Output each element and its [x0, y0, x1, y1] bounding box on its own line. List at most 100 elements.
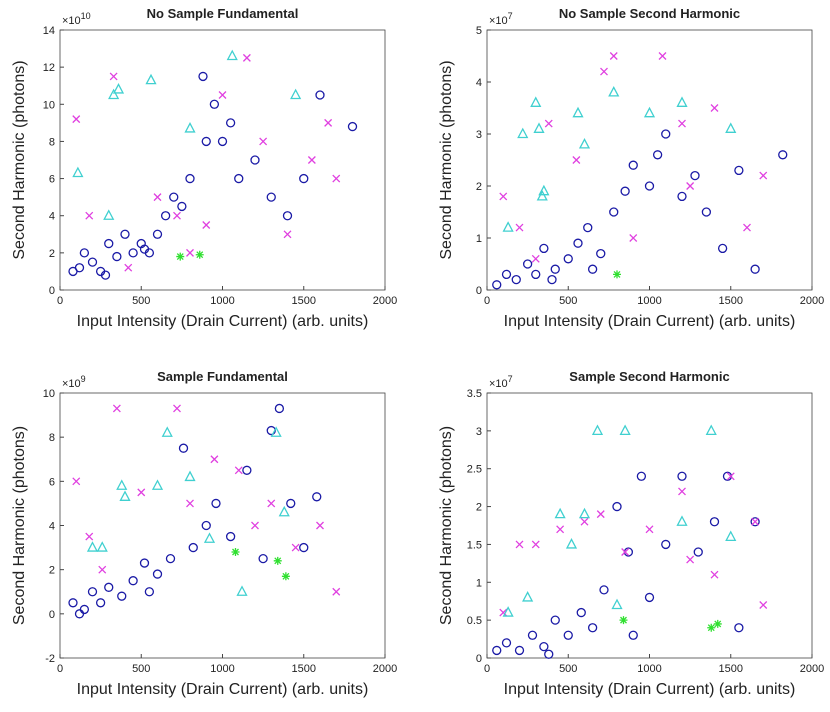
- y-tick-label: 8: [49, 432, 55, 444]
- point: [119, 490, 131, 501]
- y-tick-label: 10: [43, 99, 55, 111]
- x-tick-label: 1500: [292, 295, 316, 307]
- point: [539, 243, 549, 254]
- point: [527, 630, 538, 640]
- point: [74, 263, 85, 273]
- point: [643, 106, 656, 118]
- point: [686, 182, 695, 190]
- y-tick-label: 8: [49, 136, 55, 148]
- point: [628, 160, 638, 170]
- point: [299, 542, 309, 553]
- point: [596, 510, 605, 519]
- point: [533, 122, 545, 133]
- point: [112, 404, 121, 413]
- point: [600, 67, 608, 76]
- y-scale-base: ×10: [62, 15, 81, 27]
- y-axis-label: Second Harmonic (photons): [438, 60, 455, 259]
- point: [332, 587, 341, 596]
- point: [565, 538, 578, 549]
- point: [511, 274, 521, 285]
- point: [226, 49, 238, 61]
- point: [544, 649, 554, 659]
- point: [501, 269, 512, 280]
- point: [492, 645, 502, 656]
- y-tick-label: 2: [49, 248, 55, 260]
- x-tick-label: 2000: [373, 295, 397, 307]
- point: [259, 137, 268, 146]
- point: [619, 616, 628, 625]
- point: [636, 471, 647, 481]
- point: [701, 207, 712, 217]
- x-tick-label: 0: [57, 295, 63, 307]
- point: [734, 165, 744, 176]
- x-axis-label: Input Intensity (Drain Current) (arb. un…: [504, 313, 796, 330]
- point: [578, 138, 591, 149]
- point: [734, 623, 744, 633]
- y-scale-power: 7: [508, 11, 513, 21]
- point: [234, 173, 244, 184]
- point: [620, 186, 630, 196]
- y-tick-label: 3: [476, 129, 482, 141]
- axes-box: [59, 29, 386, 291]
- point: [184, 470, 196, 482]
- point: [492, 280, 502, 290]
- point: [267, 499, 276, 508]
- point: [652, 150, 663, 160]
- point: [578, 507, 591, 519]
- x-axis-label: Input Intensity (Drain Current) (arb. un…: [77, 313, 369, 330]
- point: [499, 192, 508, 201]
- subplot-title: No Sample Second Harmonic: [559, 6, 740, 21]
- x-tick-label: 1500: [719, 663, 743, 675]
- axes-box: [59, 392, 386, 659]
- point: [709, 517, 720, 527]
- x-tick-label: 1500: [719, 295, 743, 307]
- point: [291, 543, 300, 552]
- point: [621, 548, 630, 556]
- axes-box: [486, 392, 813, 659]
- point: [550, 264, 560, 274]
- point: [324, 118, 333, 127]
- y-tick-label: 6: [49, 174, 55, 186]
- x-tick-label: 0: [484, 295, 490, 307]
- x-tick-label: 2000: [800, 295, 824, 307]
- point: [225, 118, 236, 128]
- y-tick-label: 6: [49, 476, 55, 488]
- point: [74, 609, 85, 619]
- point: [676, 515, 688, 526]
- x-tick-label: 0: [484, 663, 490, 675]
- point: [299, 173, 309, 184]
- point: [278, 505, 290, 517]
- x-tick-label: 1000: [210, 663, 234, 675]
- point: [218, 91, 227, 99]
- point: [522, 591, 534, 602]
- point: [286, 498, 296, 509]
- point: [644, 181, 655, 191]
- y-tick-label: 0: [476, 285, 482, 297]
- point: [144, 587, 155, 597]
- point: [173, 404, 181, 413]
- point: [96, 541, 108, 552]
- point: [677, 471, 687, 481]
- point: [661, 129, 671, 139]
- y-scale-base: ×10: [489, 15, 508, 27]
- point: [312, 492, 322, 502]
- point: [717, 243, 728, 254]
- point: [517, 127, 529, 139]
- y-scale-base: ×10: [62, 378, 81, 390]
- point: [514, 645, 525, 656]
- point: [273, 556, 282, 565]
- point: [120, 229, 130, 239]
- point: [531, 269, 541, 280]
- x-tick-label: 0: [57, 663, 63, 675]
- x-tick-label: 1000: [637, 295, 661, 307]
- y-tick-label: 4: [476, 77, 482, 89]
- point: [202, 221, 211, 229]
- point: [124, 263, 133, 272]
- point: [710, 104, 719, 112]
- point: [203, 532, 216, 543]
- point: [201, 520, 211, 531]
- point: [151, 479, 164, 490]
- y-scale-label: ×1010: [62, 11, 91, 27]
- point: [307, 156, 316, 164]
